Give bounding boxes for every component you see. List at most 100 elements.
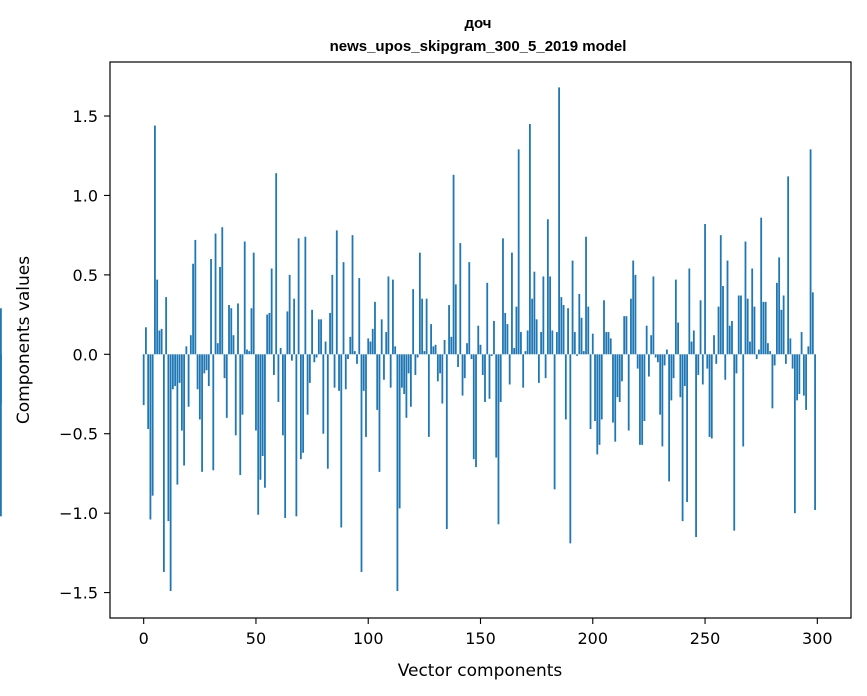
- bar: [423, 351, 426, 355]
- bar: [185, 346, 188, 355]
- bar: [652, 276, 655, 355]
- bar: [448, 305, 450, 355]
- bar: [335, 230, 338, 355]
- bar: [780, 309, 783, 355]
- bar: [600, 354, 603, 420]
- bar: [758, 349, 760, 355]
- bar: [353, 351, 356, 355]
- bar: [293, 298, 296, 355]
- bar: [663, 354, 666, 366]
- bar: [374, 301, 376, 355]
- bar: [358, 278, 361, 355]
- bar: [784, 354, 787, 364]
- bar: [463, 354, 466, 379]
- bar: [643, 354, 646, 422]
- bar: [0, 354, 2, 517]
- bar: [326, 354, 329, 469]
- bar: [742, 354, 745, 447]
- bar: [641, 354, 644, 445]
- bar: [522, 354, 525, 388]
- y-tick-label: 1.0: [73, 186, 98, 205]
- bar: [347, 354, 349, 360]
- bar: [196, 354, 199, 390]
- bar: [0, 354, 2, 360]
- bar: [591, 333, 594, 355]
- bar: [585, 236, 587, 355]
- bar: [320, 319, 322, 355]
- bar: [762, 301, 765, 355]
- bar: [178, 354, 181, 383]
- bar: [625, 316, 628, 355]
- bar: [268, 312, 271, 355]
- x-tick-label: 200: [577, 629, 608, 648]
- bar: [160, 328, 163, 355]
- bar: [526, 330, 529, 355]
- bar: [367, 338, 370, 355]
- bar: [623, 316, 626, 355]
- bar: [814, 354, 816, 510]
- bar: [237, 303, 239, 355]
- bar: [540, 332, 543, 355]
- bar: [171, 354, 174, 390]
- x-tick-label: 300: [802, 629, 833, 648]
- bar: [304, 236, 307, 355]
- bar: [239, 354, 242, 476]
- bar: [376, 354, 379, 410]
- bar: [692, 330, 695, 355]
- bar: [277, 354, 280, 402]
- bar: [324, 341, 327, 355]
- bar: [432, 346, 435, 355]
- bar: [461, 354, 464, 396]
- bar: [317, 319, 320, 355]
- bar: [315, 354, 318, 358]
- x-tick-label: 0: [139, 629, 149, 648]
- bar: [356, 354, 358, 364]
- bar: [479, 344, 482, 355]
- bar: [713, 335, 715, 355]
- bar: [791, 354, 794, 369]
- x-tick-label: 50: [246, 629, 266, 648]
- bar: [753, 306, 756, 355]
- bar: [499, 354, 502, 402]
- bar: [724, 354, 727, 380]
- bar: [414, 354, 417, 375]
- bar: [809, 149, 812, 355]
- bar: [659, 354, 662, 415]
- bar: [751, 268, 754, 355]
- bar: [587, 306, 590, 355]
- bar: [677, 322, 679, 355]
- bar: [807, 346, 810, 355]
- bar: [398, 354, 401, 509]
- bar: [369, 341, 372, 355]
- bar: [645, 325, 648, 355]
- bar: [401, 354, 403, 388]
- bar: [396, 354, 399, 591]
- bar: [690, 341, 693, 355]
- bar: [697, 354, 700, 375]
- bar: [342, 262, 345, 355]
- bar: [427, 354, 430, 437]
- bar: [288, 274, 291, 355]
- bar: [567, 308, 569, 355]
- bar: [162, 354, 165, 572]
- bar: [246, 349, 248, 355]
- bar: [668, 354, 671, 482]
- bar: [551, 330, 554, 355]
- bar: [715, 354, 718, 364]
- bar: [630, 298, 632, 355]
- bar: [297, 238, 300, 355]
- bar-series: [0, 87, 816, 591]
- bar: [486, 282, 489, 355]
- bar: [632, 260, 635, 355]
- bar: [378, 354, 381, 472]
- bar: [201, 354, 203, 472]
- y-axis: −1.5 −1.0 −0.5 0.0 0.5 1.0 1.5: [59, 107, 110, 603]
- bar: [767, 343, 769, 355]
- bar: [627, 354, 630, 431]
- bar: [261, 354, 264, 456]
- bar: [524, 351, 527, 355]
- bar: [634, 274, 637, 355]
- bar: [719, 235, 722, 355]
- bar: [549, 276, 552, 355]
- bar: [329, 312, 331, 355]
